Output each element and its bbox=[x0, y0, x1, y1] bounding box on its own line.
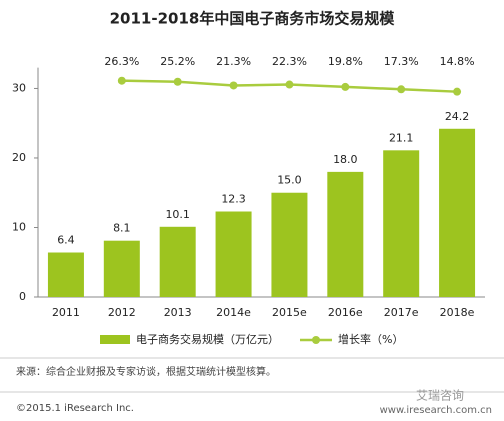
y-tick-label: 20 bbox=[12, 151, 26, 164]
growth-label: 26.3% bbox=[104, 55, 139, 68]
bar bbox=[103, 240, 140, 297]
growth-point bbox=[173, 77, 182, 86]
legend-swatch bbox=[100, 335, 130, 344]
x-tick-label: 2013 bbox=[164, 306, 192, 319]
bar-label: 6.4 bbox=[57, 234, 75, 247]
bar bbox=[439, 128, 476, 297]
x-tick-label: 2017e bbox=[384, 306, 419, 319]
growth-point bbox=[341, 82, 350, 91]
copyright: ©2015.1 iResearch Inc. bbox=[16, 403, 134, 414]
growth-point bbox=[229, 81, 238, 90]
website: www.iresearch.com.cn bbox=[380, 405, 492, 416]
bar-label: 18.0 bbox=[333, 153, 358, 166]
bar bbox=[159, 226, 196, 297]
growth-label: 25.2% bbox=[160, 55, 195, 68]
chart-title: 2011-2018年中国电子商务市场交易规模 bbox=[110, 10, 396, 28]
growth-label: 19.8% bbox=[328, 55, 363, 68]
legend-label: 增长率（%） bbox=[338, 332, 403, 346]
legend-label: 电子商务交易规模（万亿元） bbox=[136, 332, 279, 346]
bar bbox=[47, 252, 84, 297]
y-tick-label: 10 bbox=[12, 220, 26, 233]
x-tick-label: 2016e bbox=[328, 306, 363, 319]
bar-label: 15.0 bbox=[277, 174, 302, 187]
bar bbox=[271, 192, 308, 297]
bar-label: 21.1 bbox=[389, 131, 414, 144]
growth-label: 21.3% bbox=[216, 55, 251, 68]
growth-point bbox=[285, 80, 294, 89]
x-tick-label: 2015e bbox=[272, 306, 307, 319]
growth-point bbox=[397, 85, 406, 94]
growth-label: 17.3% bbox=[384, 55, 419, 68]
bar bbox=[327, 171, 364, 297]
growth-point bbox=[117, 76, 126, 85]
legend-swatch bbox=[312, 336, 320, 344]
x-tick-label: 2012 bbox=[108, 306, 136, 319]
x-tick-label: 2014e bbox=[216, 306, 251, 319]
x-tick-label: 2011 bbox=[52, 306, 80, 319]
bar-label: 24.2 bbox=[445, 110, 470, 123]
bar-label: 12.3 bbox=[221, 192, 246, 205]
watermark: 艾瑞咨询 bbox=[416, 388, 464, 403]
x-tick-label: 2018e bbox=[440, 306, 475, 319]
growth-point bbox=[453, 87, 462, 96]
growth-label: 14.8% bbox=[440, 55, 475, 68]
source: 来源：综合企业财报及专家访谈，根据艾瑞统计模型核算。 bbox=[16, 365, 276, 378]
y-tick-label: 30 bbox=[12, 81, 26, 94]
bar bbox=[383, 150, 420, 297]
bar-label: 8.1 bbox=[113, 222, 131, 235]
y-tick-label: 0 bbox=[19, 290, 26, 303]
growth-label: 22.3% bbox=[272, 55, 307, 68]
bar-label: 10.1 bbox=[165, 208, 190, 221]
bar bbox=[215, 211, 252, 297]
